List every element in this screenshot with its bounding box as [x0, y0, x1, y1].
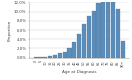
Y-axis label: Proportion: Proportion: [8, 19, 12, 41]
Bar: [77, 34, 81, 58]
Bar: [63, 52, 67, 58]
Bar: [38, 57, 43, 58]
Bar: [82, 24, 86, 58]
Bar: [121, 41, 125, 58]
Bar: [48, 56, 52, 58]
Bar: [106, 0, 110, 58]
Bar: [96, 3, 101, 58]
Bar: [72, 42, 76, 58]
Bar: [34, 57, 38, 58]
Bar: [53, 55, 57, 58]
Bar: [101, 0, 105, 58]
Bar: [111, 2, 115, 58]
Bar: [67, 48, 72, 58]
Bar: [116, 9, 120, 58]
Bar: [43, 57, 47, 58]
Bar: [87, 16, 91, 58]
Bar: [58, 53, 62, 58]
X-axis label: Age at Diagnosis: Age at Diagnosis: [62, 70, 96, 74]
Bar: [92, 11, 96, 58]
